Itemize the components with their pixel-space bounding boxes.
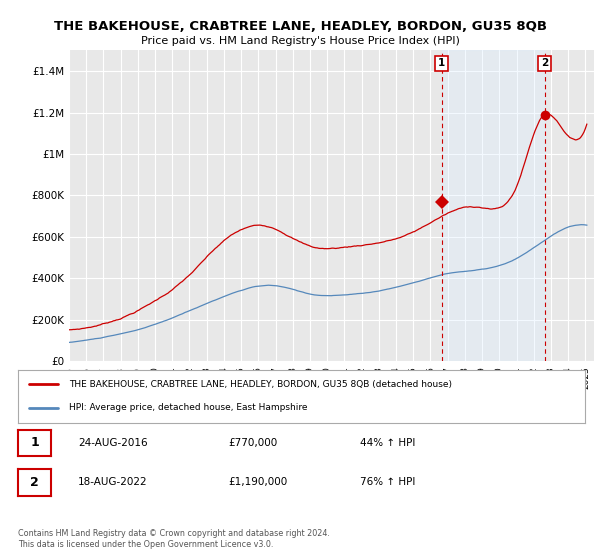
Text: THE BAKEHOUSE, CRABTREE LANE, HEADLEY, BORDON, GU35 8QB: THE BAKEHOUSE, CRABTREE LANE, HEADLEY, B… xyxy=(53,20,547,32)
Text: HPI: Average price, detached house, East Hampshire: HPI: Average price, detached house, East… xyxy=(69,403,308,412)
Text: 24-AUG-2016: 24-AUG-2016 xyxy=(78,438,148,448)
Text: 1: 1 xyxy=(438,58,445,68)
Text: £1,190,000: £1,190,000 xyxy=(228,477,287,487)
Text: 44% ↑ HPI: 44% ↑ HPI xyxy=(360,438,415,448)
Text: THE BAKEHOUSE, CRABTREE LANE, HEADLEY, BORDON, GU35 8QB (detached house): THE BAKEHOUSE, CRABTREE LANE, HEADLEY, B… xyxy=(69,380,452,389)
Bar xyxy=(442,50,545,361)
Text: £770,000: £770,000 xyxy=(228,438,277,448)
Text: 1: 1 xyxy=(30,436,39,450)
Text: Price paid vs. HM Land Registry's House Price Index (HPI): Price paid vs. HM Land Registry's House … xyxy=(140,36,460,46)
Text: Contains HM Land Registry data © Crown copyright and database right 2024.
This d: Contains HM Land Registry data © Crown c… xyxy=(18,529,330,549)
Text: 2: 2 xyxy=(30,475,39,489)
Text: 18-AUG-2022: 18-AUG-2022 xyxy=(78,477,148,487)
Text: 2: 2 xyxy=(541,58,548,68)
Text: 76% ↑ HPI: 76% ↑ HPI xyxy=(360,477,415,487)
